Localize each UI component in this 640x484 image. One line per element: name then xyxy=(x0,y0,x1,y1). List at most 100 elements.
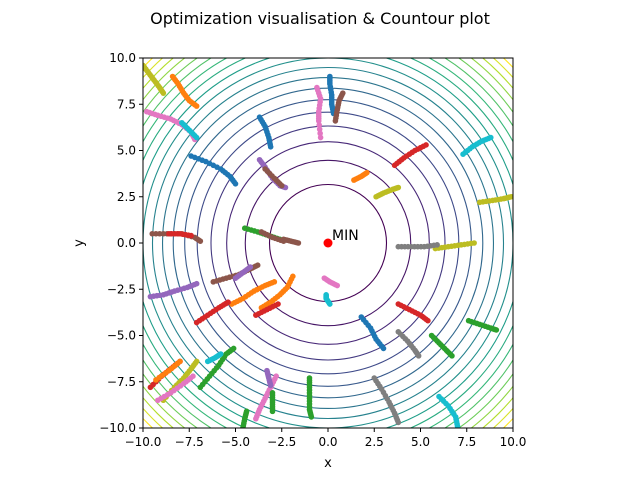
minimum-label: MIN xyxy=(332,228,359,244)
contour-level-20 xyxy=(244,159,412,327)
trajectory-point xyxy=(193,280,200,287)
trajectory-12 xyxy=(373,184,402,200)
trajectory-42 xyxy=(269,390,276,415)
trajectory-point xyxy=(295,240,302,246)
trajectory-10 xyxy=(332,90,346,124)
trajectory-49 xyxy=(153,358,183,383)
trajectory-22 xyxy=(166,230,194,239)
trajectory-point xyxy=(267,382,274,389)
x-tick-label: 10.0 xyxy=(500,435,527,449)
trajectory-43 xyxy=(240,408,250,428)
y-tick-label: 2.5 xyxy=(117,190,136,204)
trajectory-29 xyxy=(193,299,231,326)
x-tick-label: −7.5 xyxy=(175,435,204,449)
trajectory-38 xyxy=(436,393,461,428)
chart-title: Optimization visualisation & Countour pl… xyxy=(150,9,490,28)
trajectory-1 xyxy=(169,73,200,109)
x-tick-label: 5.0 xyxy=(411,435,430,449)
trajectory-34 xyxy=(395,329,422,359)
trajectory-point xyxy=(308,414,315,420)
trajectory-15 xyxy=(476,193,513,206)
trajectory-point xyxy=(275,301,281,307)
trajectory-47 xyxy=(155,373,196,404)
trajectory-point xyxy=(190,373,196,380)
trajectory-28 xyxy=(253,301,281,318)
y-axis-label: y xyxy=(72,239,87,247)
trajectory-13 xyxy=(391,142,429,169)
trajectory-point xyxy=(493,327,500,333)
trajectory-36 xyxy=(465,317,500,333)
trajectory-point xyxy=(254,262,261,269)
trajectory-point xyxy=(193,103,200,109)
trajectory-37 xyxy=(371,375,402,426)
x-tick-label: 0.0 xyxy=(318,435,337,449)
trajectory-2 xyxy=(143,108,198,143)
trajectory-point xyxy=(334,282,341,289)
trajectory-point xyxy=(315,118,322,124)
contour-level-30 xyxy=(226,141,430,345)
trajectory-point xyxy=(247,264,254,270)
trajectory-point xyxy=(395,419,402,426)
x-tick-label: −2.5 xyxy=(267,435,296,449)
trajectory-point xyxy=(327,301,333,307)
contour-level-40 xyxy=(210,125,446,361)
x-axis-label: x xyxy=(324,456,332,471)
x-tick-label: −5.0 xyxy=(221,435,250,449)
y-tick-label: 10.0 xyxy=(109,51,136,65)
trajectory-point xyxy=(177,358,183,365)
trajectory-point xyxy=(290,273,296,280)
trajectory-8 xyxy=(314,84,324,141)
trajectory-3 xyxy=(179,119,200,141)
optimization-trajectories xyxy=(143,62,513,428)
trajectory-point xyxy=(434,242,440,248)
trajectory-32 xyxy=(358,314,387,352)
trajectory-point xyxy=(317,134,324,141)
trajectory-point xyxy=(197,238,204,244)
trajectory-point xyxy=(267,144,274,150)
trajectory-point xyxy=(316,122,323,128)
trajectory-point xyxy=(316,126,323,133)
minimum-point xyxy=(323,238,333,248)
x-tick-label: −10.0 xyxy=(125,435,162,449)
trajectory-point xyxy=(423,142,429,148)
trajectory-35 xyxy=(428,332,455,359)
trajectory-point xyxy=(188,232,194,239)
trajectory-19 xyxy=(258,229,287,244)
trajectory-23 xyxy=(210,262,261,285)
trajectory-41 xyxy=(264,367,274,389)
x-tick-label: 7.5 xyxy=(457,435,476,449)
trajectory-point xyxy=(217,351,224,357)
y-tick-label: 0.0 xyxy=(117,236,136,250)
trajectory-point xyxy=(232,181,239,187)
trajectory-39 xyxy=(306,375,315,420)
trajectory-point xyxy=(488,134,494,141)
x-axis-ticks: −10.0 −7.5 −5.0 −2.5 0.0 2.5 5.0 7.5 10.0 xyxy=(125,428,527,449)
trajectory-point xyxy=(243,408,250,415)
trajectory-7 xyxy=(262,166,285,189)
y-tick-label: −7.5 xyxy=(107,375,136,389)
y-tick-label: −2.5 xyxy=(107,282,136,296)
trajectory-9 xyxy=(327,73,337,117)
y-tick-label: 7.5 xyxy=(117,97,136,111)
trajectory-24 xyxy=(232,264,254,281)
trajectory-point xyxy=(364,169,370,176)
trajectory-point xyxy=(508,193,513,200)
trajectory-point xyxy=(471,240,477,246)
trajectory-17 xyxy=(395,242,440,250)
trajectory-20 xyxy=(280,236,302,246)
trajectory-point xyxy=(193,358,200,365)
trajectory-11 xyxy=(351,169,370,183)
trajectory-point xyxy=(253,415,259,422)
trajectory-0 xyxy=(143,62,167,96)
trajectory-point xyxy=(230,345,237,352)
y-axis-ticks: −10.0 −7.5 −5.0 −2.5 0.0 2.5 5.0 7.5 10.0 xyxy=(99,51,143,435)
trajectory-point xyxy=(317,130,323,137)
trajectory-33 xyxy=(395,301,431,324)
trajectory-45 xyxy=(204,351,224,365)
trajectory-point xyxy=(395,184,402,191)
minimum-marker: MIN xyxy=(323,228,359,248)
trajectory-point xyxy=(160,90,167,96)
trajectory-point xyxy=(449,353,455,359)
